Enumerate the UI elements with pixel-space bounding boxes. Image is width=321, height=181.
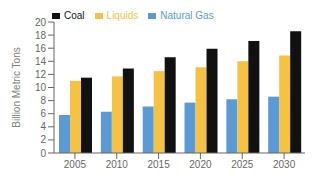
svg-text:18: 18 (35, 30, 47, 41)
svg-text:10: 10 (35, 82, 47, 93)
svg-text:20: 20 (35, 17, 47, 28)
html-text:Coal: Coal (64, 10, 85, 21)
html-text:Liquids: Liquids (106, 10, 139, 21)
svg-text:12: 12 (35, 69, 47, 80)
svg-text:2005: 2005 (64, 159, 87, 170)
svg-text:0: 0 (40, 148, 46, 159)
svg-text:2: 2 (40, 134, 46, 145)
svg-text:2015: 2015 (147, 159, 170, 170)
svg-text:8: 8 (40, 95, 46, 106)
svg-text:2020: 2020 (189, 159, 212, 170)
svg-text:6: 6 (40, 108, 46, 119)
svg-text:2010: 2010 (106, 159, 129, 170)
svg-text:2030: 2030 (273, 159, 296, 170)
svg-text:2025: 2025 (231, 159, 254, 170)
svg-text:16: 16 (35, 43, 47, 54)
svg-text:Billion Metric Tons: Billion Metric Tons (11, 47, 22, 127)
svg-text:14: 14 (35, 56, 47, 67)
html-text:Natural Gas: Natural Gas (160, 10, 214, 21)
svg-text:4: 4 (40, 121, 46, 132)
